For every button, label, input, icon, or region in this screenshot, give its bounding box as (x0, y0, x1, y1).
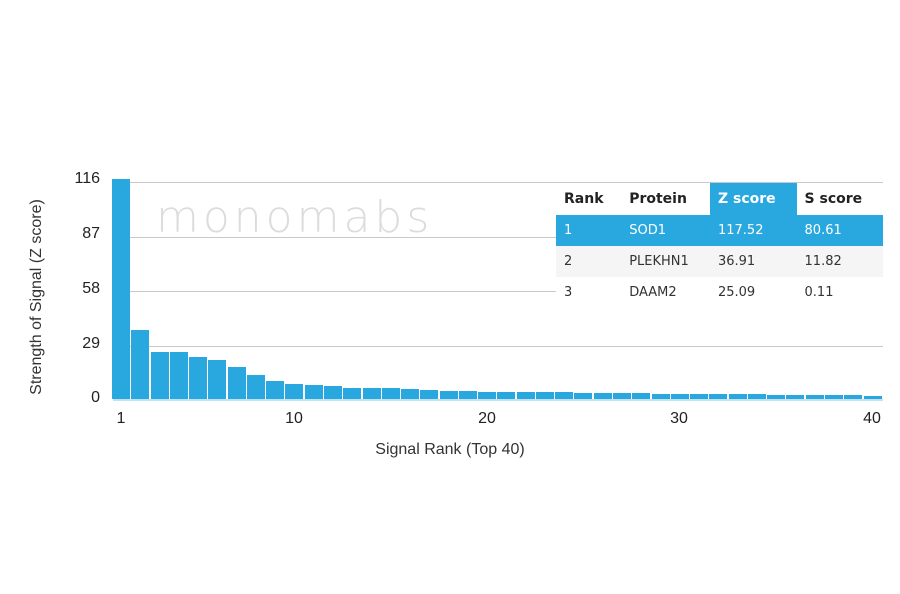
header-z-score: Z score (709, 183, 797, 215)
bar (285, 383, 304, 399)
bar (420, 390, 439, 399)
watermark-logo: monomabs (156, 192, 434, 243)
bar (401, 388, 420, 399)
x-tick: 20 (478, 410, 496, 427)
cell-rank: 2 (556, 246, 622, 277)
x-axis-line (113, 399, 883, 401)
bar (497, 391, 516, 399)
bar (304, 385, 323, 399)
bar (516, 392, 535, 399)
bar (555, 392, 574, 399)
bar (805, 395, 824, 399)
cell-z-score: 117.52 (709, 215, 797, 246)
cell-s-score: 0.11 (804, 285, 834, 300)
bar (131, 329, 150, 399)
x-axis-label: Signal Rank (Top 40) (375, 441, 525, 458)
cell-s-score: 80.61 (796, 215, 883, 246)
bar (574, 392, 593, 399)
cell-s-score: 11.82 (796, 246, 883, 277)
bar (747, 394, 766, 399)
bar (651, 393, 670, 399)
bar (844, 395, 863, 399)
bar (266, 381, 285, 399)
x-tick: 1 (116, 410, 126, 427)
bar (208, 359, 227, 399)
bar (632, 393, 651, 399)
cell-protein: PLEKHN1 (621, 246, 710, 277)
bar (786, 394, 805, 399)
bar (690, 393, 709, 399)
bar (169, 352, 188, 399)
cell-protein: DAAM2 (629, 285, 677, 300)
header-protein: Protein (629, 191, 687, 207)
y-tick: 58 (82, 280, 100, 297)
x-tick: 10 (285, 410, 303, 427)
bar (728, 394, 747, 399)
table-header-row: Rank Protein Z score S score (556, 183, 883, 215)
bar (227, 367, 246, 399)
bar (767, 394, 786, 399)
table-row: 2 PLEKHN1 36.91 11.82 (556, 246, 883, 277)
bar (343, 387, 362, 399)
bar (670, 393, 689, 399)
bar (613, 393, 632, 399)
table-row: 3 DAAM2 25.09 0.11 (556, 277, 883, 308)
header-rank: Rank (564, 191, 604, 207)
bar (863, 395, 882, 399)
gridline (113, 291, 883, 292)
cell-protein: SOD1 (621, 215, 710, 246)
cell-z-score: 25.09 (717, 285, 756, 300)
bar (478, 391, 497, 399)
bar (824, 395, 843, 399)
score-table: Rank Protein Z score S score 1 SOD1 117.… (556, 183, 883, 308)
bar (593, 392, 612, 399)
bar (458, 391, 477, 399)
gridline (113, 346, 883, 347)
y-tick: 29 (82, 335, 100, 352)
bar (439, 391, 458, 399)
bar (362, 388, 381, 399)
x-tick: 30 (670, 410, 688, 427)
header-s-score: S score (804, 191, 863, 207)
y-tick: 87 (82, 225, 100, 242)
x-tick: 40 (863, 410, 881, 427)
bar (246, 374, 265, 399)
y-tick: 0 (91, 389, 100, 406)
cell-rank: 1 (556, 215, 622, 246)
y-tick: 116 (74, 170, 100, 187)
gridline (113, 237, 883, 238)
bar (150, 351, 169, 399)
bar (189, 356, 208, 399)
y-axis-label: Strength of Signal (Z score) (28, 199, 45, 395)
gridline (113, 182, 883, 183)
bar (381, 388, 400, 399)
table-row: 1 SOD1 117.52 80.61 (556, 215, 883, 246)
bar (112, 179, 130, 399)
bar (535, 392, 554, 399)
bar (323, 385, 342, 399)
cell-z-score: 36.91 (709, 246, 797, 277)
bar (709, 394, 728, 399)
cell-rank: 3 (564, 285, 573, 300)
